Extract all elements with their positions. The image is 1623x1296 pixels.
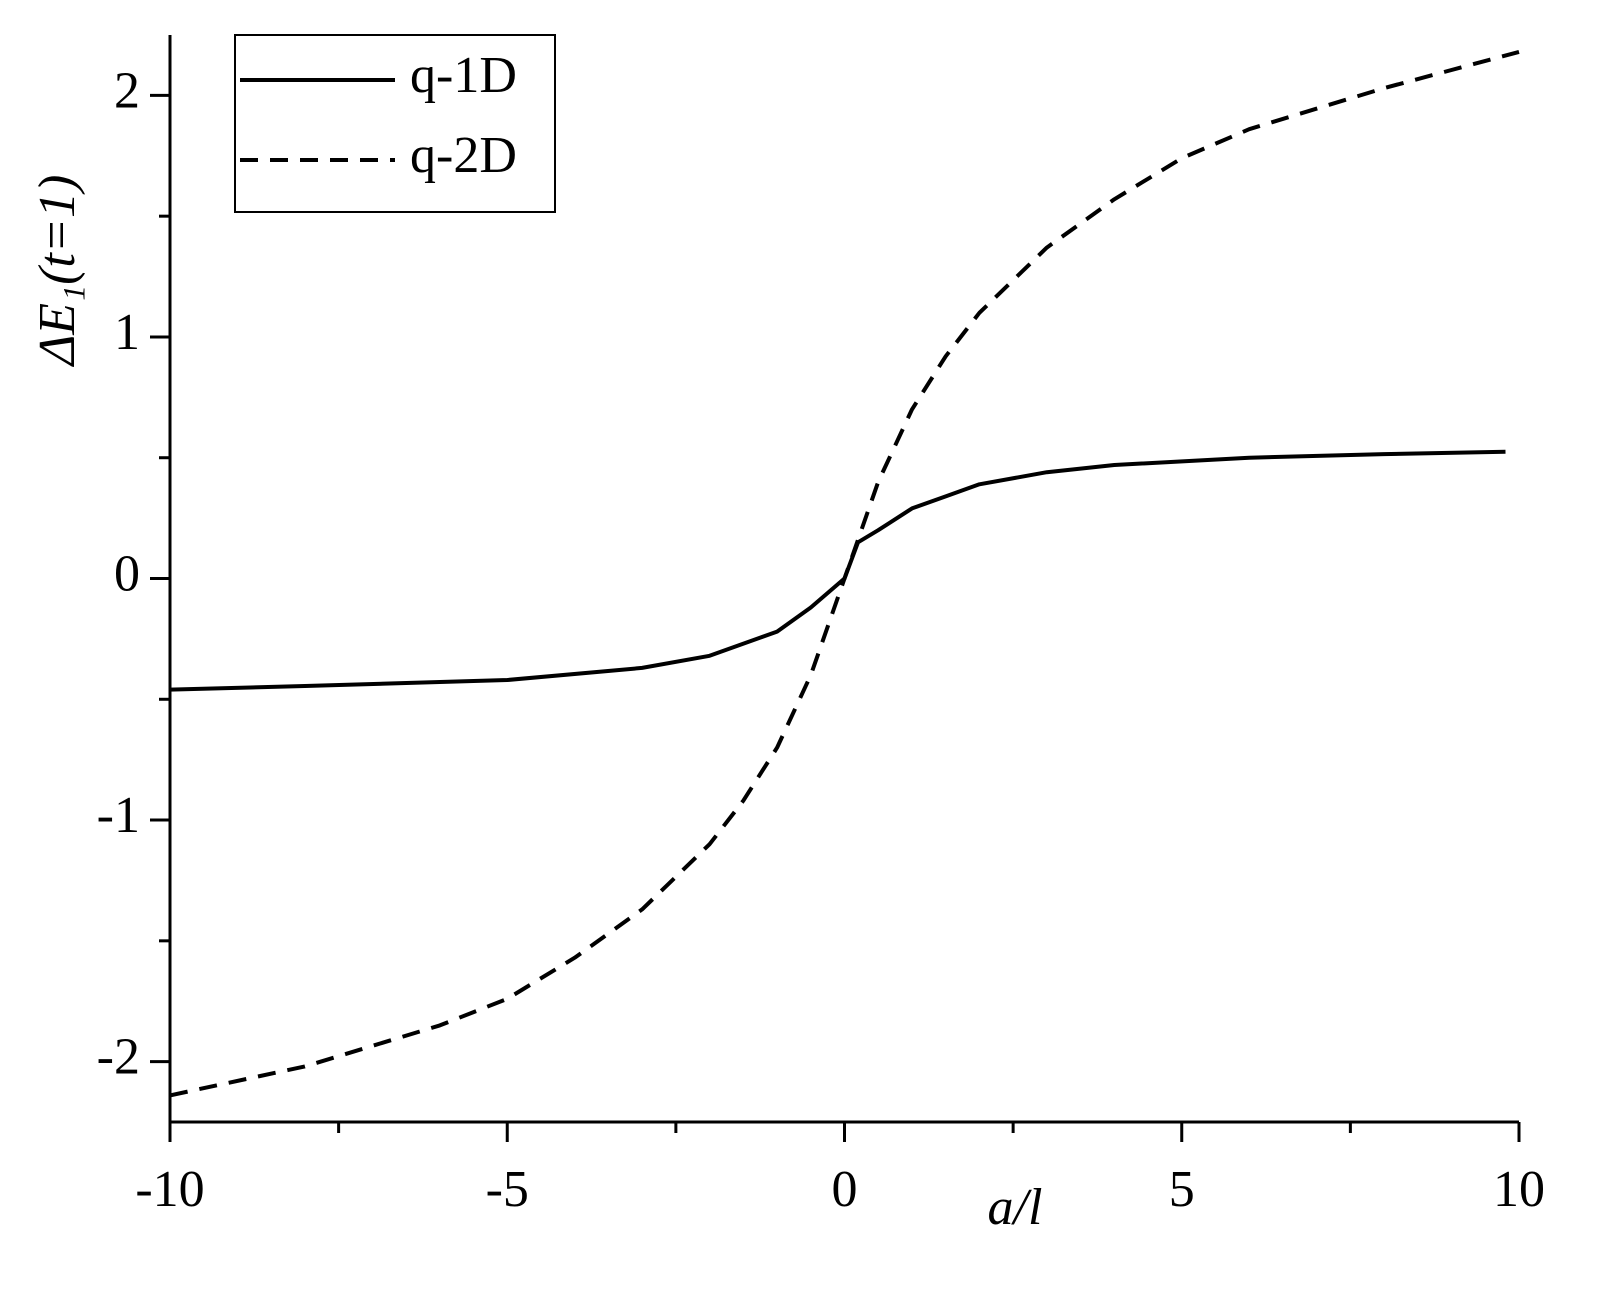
y-tick-label: 2 bbox=[114, 62, 140, 119]
y-axis-label: ΔE₁(t=1) bbox=[29, 175, 86, 368]
legend-label: q-1D bbox=[410, 47, 517, 104]
legend-label: q-2D bbox=[410, 127, 517, 184]
x-tick-label: 10 bbox=[1493, 1161, 1545, 1218]
legend-box bbox=[234, 34, 556, 213]
x-tick-label: 5 bbox=[1169, 1161, 1195, 1218]
data-line bbox=[169, 49, 1520, 1098]
y-tick-label: -2 bbox=[97, 1029, 140, 1086]
y-tick-label: 0 bbox=[114, 545, 140, 602]
x-tick-label: -5 bbox=[486, 1161, 529, 1218]
y-tick-label: -1 bbox=[97, 787, 140, 844]
x-tick-label: 0 bbox=[832, 1161, 858, 1218]
y-tick-label: 1 bbox=[114, 304, 140, 361]
x-tick-label: -10 bbox=[135, 1161, 204, 1218]
x-axis-label: a/l bbox=[988, 1179, 1043, 1236]
data-line bbox=[169, 449, 1506, 692]
